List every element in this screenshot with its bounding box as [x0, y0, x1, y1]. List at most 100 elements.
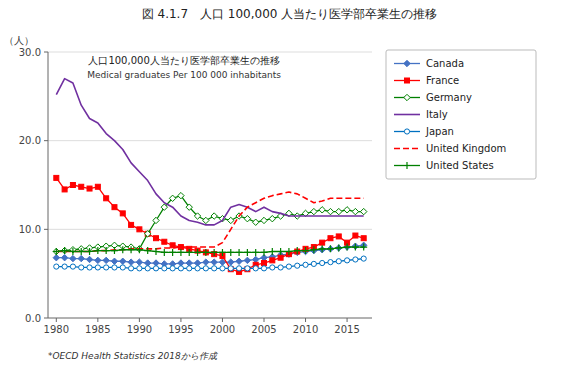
point	[270, 258, 275, 263]
point	[211, 259, 217, 265]
y-tick	[44, 140, 48, 141]
point	[336, 259, 341, 264]
x-tick-label: 1980	[44, 324, 69, 335]
point	[360, 244, 367, 251]
point	[169, 249, 176, 256]
point	[236, 249, 243, 256]
series	[53, 242, 367, 267]
point	[227, 249, 234, 256]
point	[228, 217, 234, 223]
point	[220, 266, 225, 271]
legend-line	[394, 148, 420, 150]
point	[194, 249, 201, 256]
point	[54, 175, 59, 180]
point	[104, 265, 109, 270]
series-line	[56, 247, 363, 252]
point	[61, 255, 67, 261]
point	[270, 265, 275, 270]
x-tick	[347, 318, 348, 322]
point	[353, 233, 358, 238]
point	[244, 215, 250, 221]
x-tick-label: 1995	[168, 324, 193, 335]
point	[211, 249, 218, 256]
series	[56, 79, 363, 225]
point	[111, 258, 117, 264]
grid-line	[48, 140, 372, 141]
y-tick-label: 0.0	[25, 313, 41, 324]
point	[310, 246, 317, 253]
point	[244, 249, 251, 256]
point	[112, 205, 117, 210]
point	[144, 231, 150, 237]
series-line	[56, 192, 363, 251]
point	[236, 266, 241, 271]
point	[144, 247, 151, 254]
series	[53, 192, 367, 254]
legend-line	[394, 114, 420, 116]
point	[154, 236, 159, 241]
point	[286, 264, 291, 269]
point	[236, 258, 242, 264]
point	[194, 213, 200, 219]
point	[212, 266, 217, 271]
legend-marker	[405, 78, 410, 83]
subtitle-en: Medical graduates Per 100 000 inhabitant…	[87, 70, 281, 80]
point	[360, 208, 366, 214]
point	[228, 259, 234, 265]
point	[303, 262, 308, 267]
legend-marker	[404, 162, 411, 169]
point	[328, 260, 333, 265]
point	[252, 256, 258, 262]
y-tick	[44, 318, 48, 319]
point	[53, 248, 59, 254]
point	[86, 248, 93, 255]
point	[336, 208, 342, 214]
point	[153, 266, 158, 271]
legend: CanadaFranceGermanyItalyJapanUnited King…	[386, 50, 536, 179]
point	[153, 217, 159, 223]
y-tick-label: 30.0	[19, 47, 41, 58]
point	[53, 248, 60, 255]
point	[203, 250, 208, 255]
footnote: *OECD Health Statistics 2018から作成	[48, 351, 218, 361]
point	[129, 222, 134, 227]
point	[244, 257, 250, 263]
point	[311, 208, 317, 214]
point	[94, 247, 101, 254]
x-tick	[264, 318, 265, 322]
point	[327, 208, 333, 214]
point	[211, 213, 217, 219]
point	[344, 244, 351, 251]
point	[61, 247, 68, 254]
point	[327, 245, 334, 252]
series	[53, 244, 367, 256]
x-tick	[56, 318, 57, 322]
point	[137, 266, 142, 271]
y-tick-label: 10.0	[19, 224, 41, 235]
legend-label: Japan	[425, 126, 454, 137]
title: 図 4.1.7 人口 100,000 人当たり医学部卒業生の推移	[142, 7, 438, 21]
point	[285, 248, 292, 255]
point	[137, 227, 142, 232]
point	[186, 204, 192, 210]
grid-line	[48, 52, 372, 53]
x-tick-label: 2010	[293, 324, 318, 335]
legend-label: Italy	[426, 109, 448, 120]
point	[62, 187, 67, 192]
point	[228, 266, 233, 271]
point	[344, 258, 349, 263]
legend-marker	[404, 129, 409, 134]
point	[177, 249, 184, 256]
point	[186, 249, 193, 256]
x-tick	[180, 318, 181, 322]
point	[253, 266, 258, 271]
point	[278, 265, 283, 270]
x-tick	[222, 318, 223, 322]
point	[269, 248, 276, 255]
point	[78, 255, 84, 261]
point	[335, 244, 342, 251]
point	[136, 259, 142, 265]
point	[178, 192, 184, 198]
point	[269, 215, 275, 221]
point	[361, 256, 366, 261]
